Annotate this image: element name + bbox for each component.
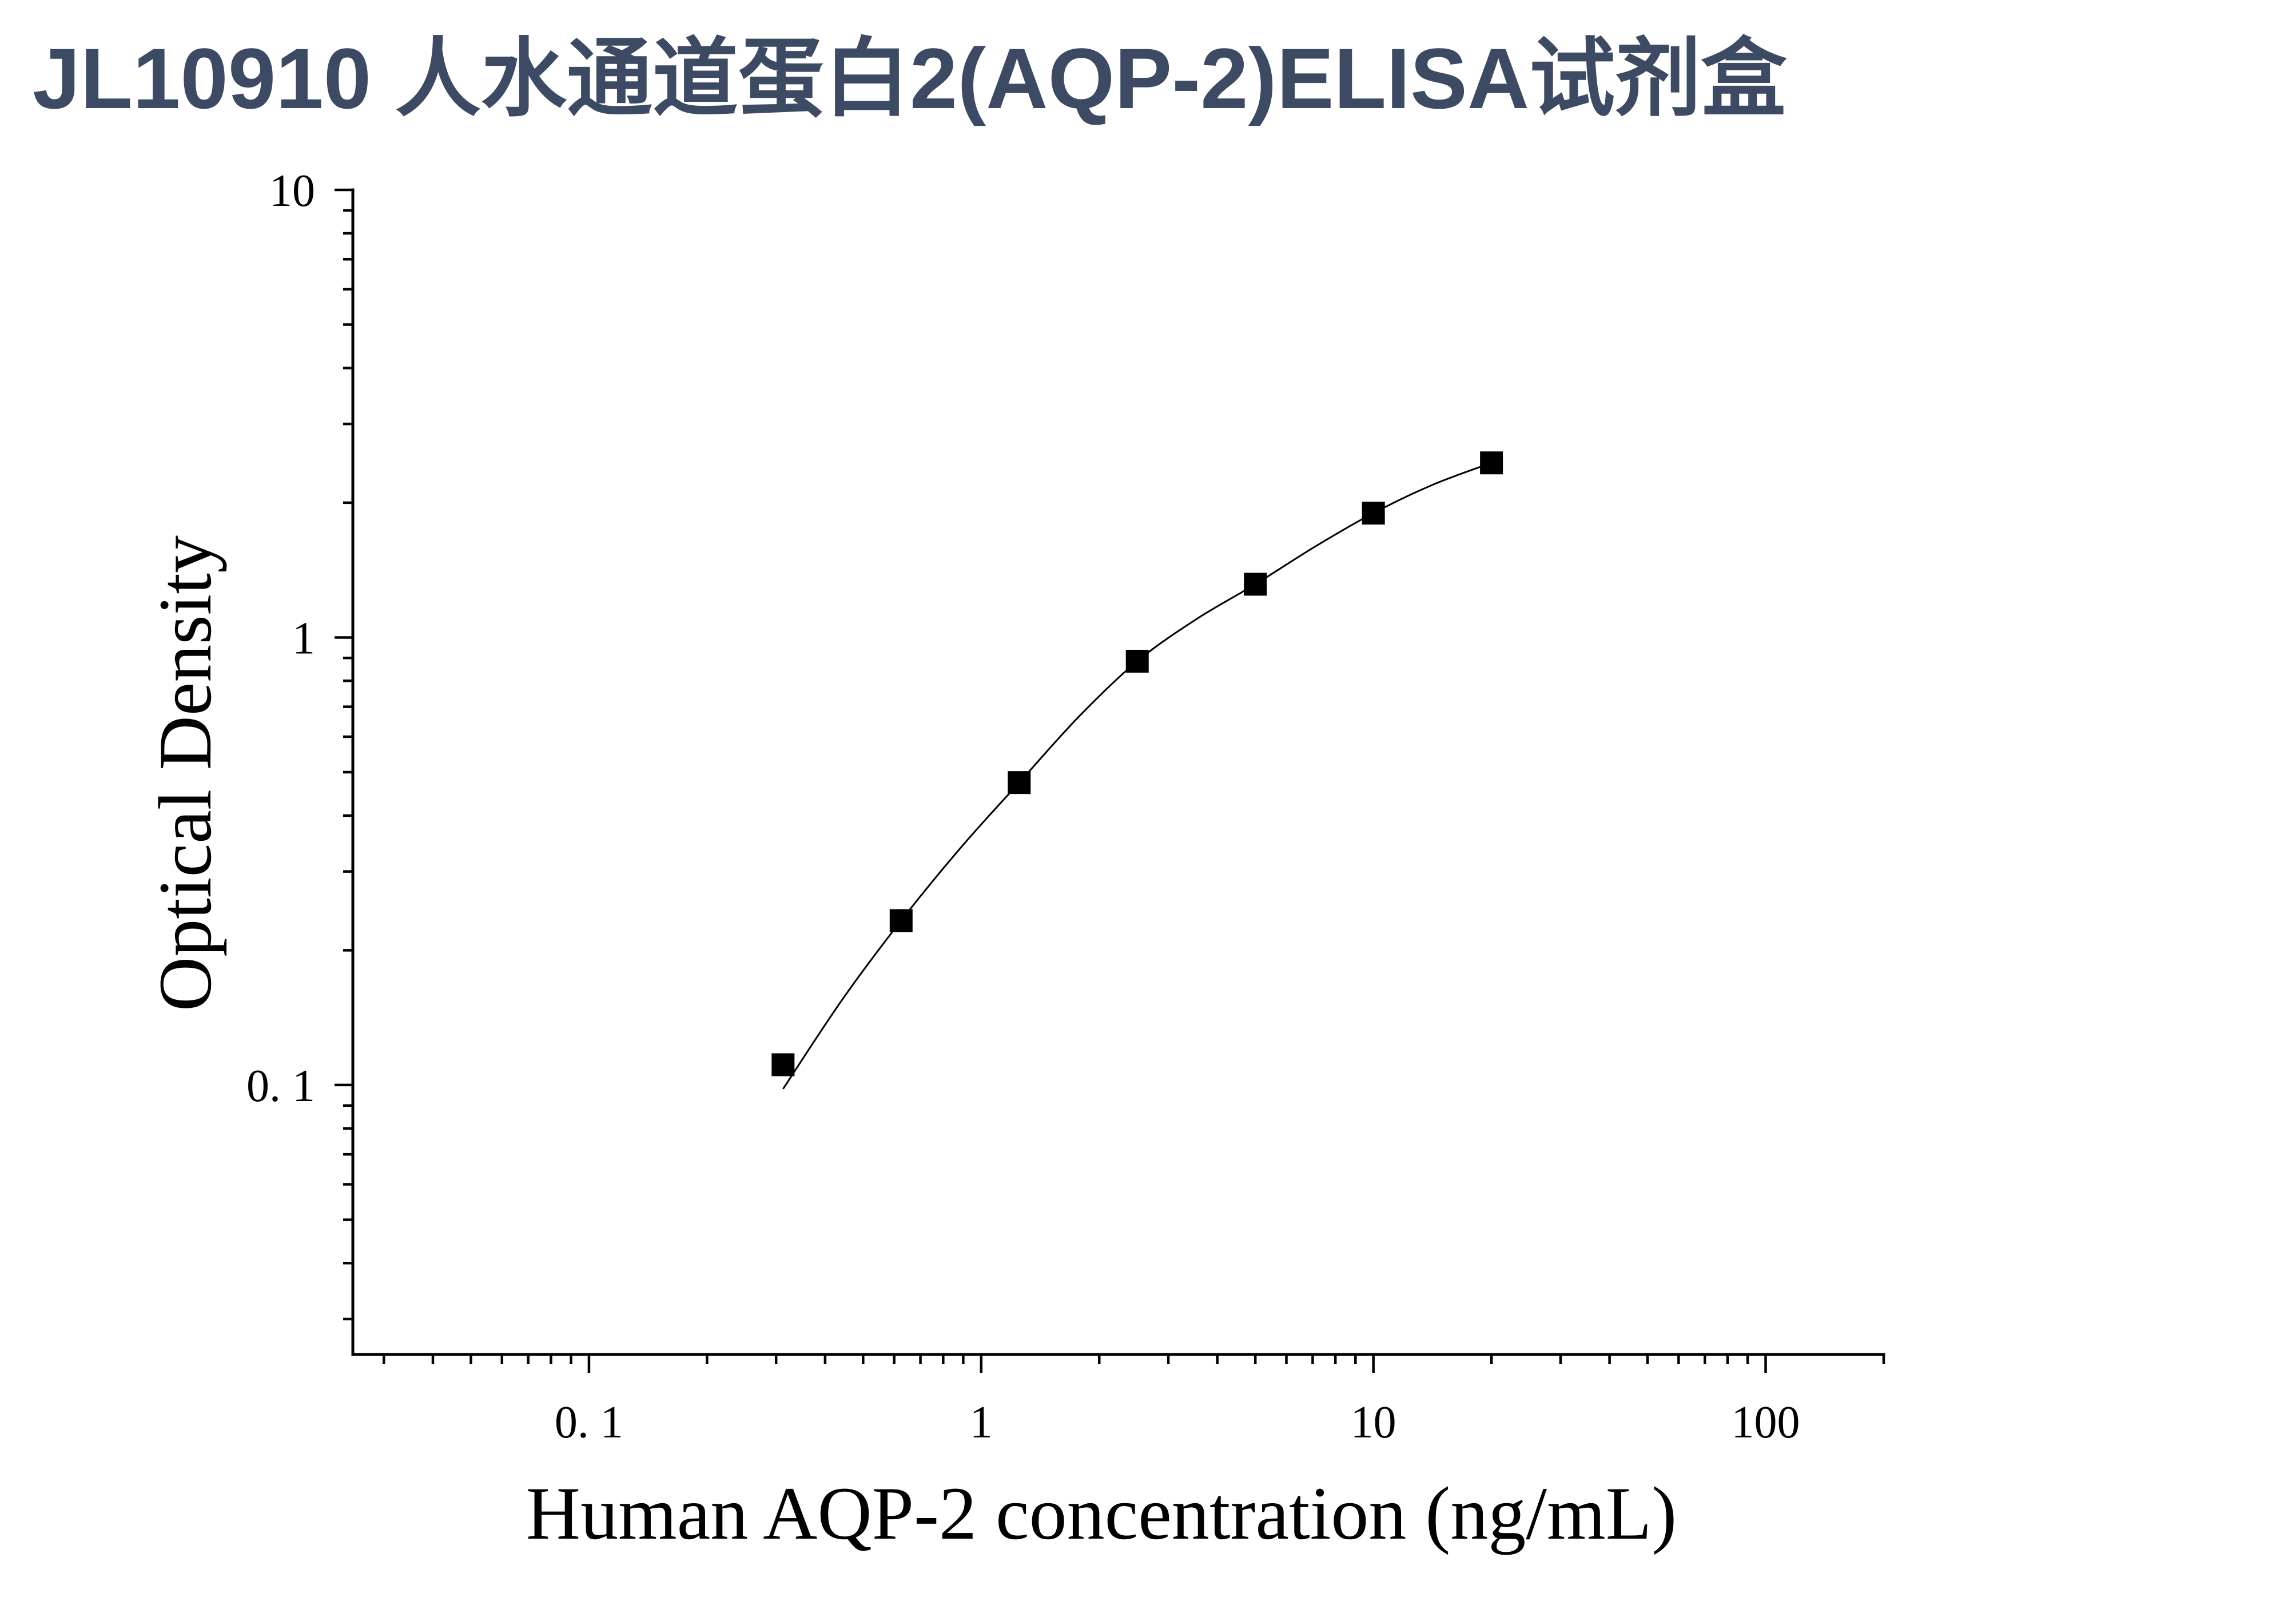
x-tick-label: 10	[1351, 1397, 1396, 1448]
y-tick-label: 10	[269, 166, 315, 216]
page-title: JL10910 人水通道蛋白2(AQP-2)ELISA试剂盒	[33, 30, 1787, 126]
x-tick-label: 0. 1	[555, 1397, 623, 1448]
data-point	[1008, 771, 1031, 794]
y-axis-label: Optical Density	[143, 535, 227, 1011]
data-point	[771, 1053, 795, 1076]
data-point	[1362, 502, 1385, 525]
x-axis-ticks: 0. 1 1 10 100	[383, 1354, 1885, 1448]
data-point	[1244, 573, 1267, 596]
fit-curve	[782, 462, 1492, 1090]
x-tick-label: 1	[970, 1397, 993, 1448]
data-point	[889, 909, 913, 932]
y-tick-label: 0. 1	[246, 1061, 315, 1111]
x-axis-label: Human AQP-2 concentration (ng/mL)	[526, 1471, 1677, 1555]
y-tick-label: 1	[292, 613, 315, 664]
data-point	[1125, 649, 1149, 673]
data-point	[1480, 451, 1503, 475]
x-tick-label: 100	[1732, 1397, 1800, 1448]
data-points	[771, 451, 1503, 1076]
y-axis-ticks: 0. 1 1 10	[246, 166, 353, 1321]
